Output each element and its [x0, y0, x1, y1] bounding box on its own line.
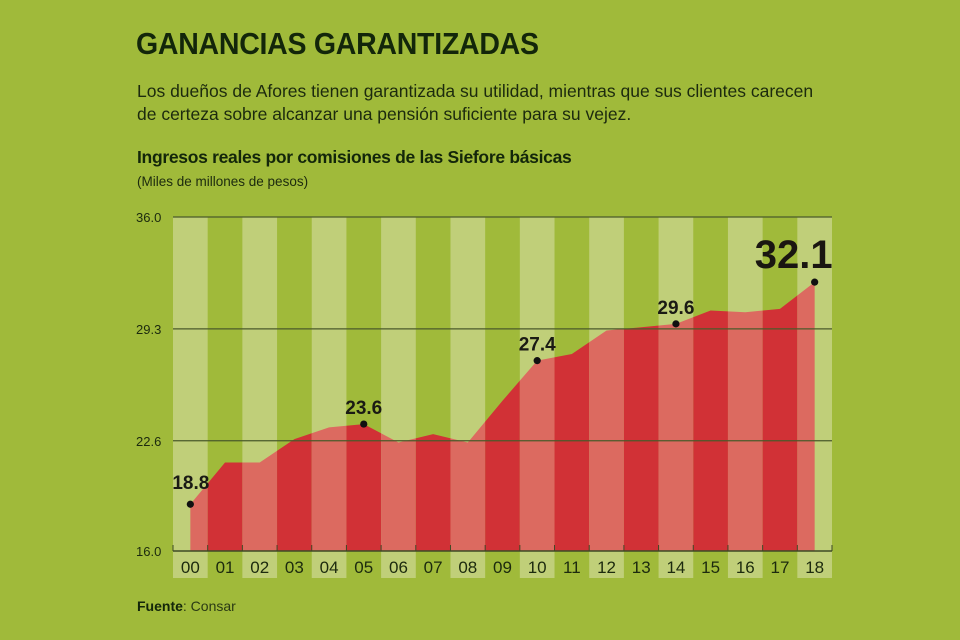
data-point-marker	[811, 278, 819, 286]
page-title: GANANCIAS GARANTIZADAS	[136, 26, 539, 61]
area-segment	[762, 282, 798, 551]
x-tick-label: 01	[216, 558, 235, 577]
x-tick-label: 05	[354, 558, 373, 577]
area-segment	[554, 282, 590, 551]
data-point-marker	[672, 320, 680, 328]
y-tick-label: 36.0	[136, 210, 161, 225]
y-tick-label: 29.3	[136, 322, 161, 337]
area-segment	[727, 282, 763, 551]
x-tick-label: 04	[320, 558, 339, 577]
area-segment	[797, 282, 815, 551]
x-tick-label: 00	[181, 558, 200, 577]
area-segment	[623, 282, 659, 551]
x-tick-label: 13	[632, 558, 651, 577]
x-tick-label: 18	[805, 558, 824, 577]
y-axis-ticks: 16.0 22.6 29.3 36.0	[136, 210, 161, 559]
data-label: 29.6	[657, 298, 694, 319]
chart-title: Ingresos reales por comisiones de las Si…	[137, 147, 572, 167]
gridlines	[172, 216, 833, 552]
data-labels: 18.8 23.6 27.4 29.6 32.1	[172, 233, 833, 508]
x-tick-label: 10	[528, 558, 547, 577]
data-point-marker	[360, 420, 368, 428]
area-segment	[277, 282, 312, 551]
data-label: 18.8	[172, 473, 209, 494]
data-point-marker	[186, 500, 194, 508]
data-label: 23.6	[345, 398, 382, 419]
area-segment	[346, 282, 382, 551]
x-tick-label: 16	[736, 558, 755, 577]
x-tick-label: 02	[250, 558, 269, 577]
area-segment	[485, 282, 520, 551]
x-axis-ticks: 00 01 02 03 04 05 06 07 08 09 10 11 12 13 14 15 16 17 18	[181, 558, 824, 577]
source-label: Fuente	[137, 598, 183, 614]
source-value: : Consar	[182, 598, 236, 614]
y-tick-label: 16.0	[136, 544, 161, 559]
data-point-marker	[533, 357, 541, 365]
page-subtitle: Los dueños de Afores tienen garantizada …	[137, 81, 814, 124]
area-segment	[693, 282, 728, 551]
x-tick-label: 06	[389, 558, 408, 577]
x-tick-label: 07	[424, 558, 443, 577]
data-label: 27.4	[519, 335, 556, 356]
area-segment	[415, 282, 451, 551]
source-note: Fuente: Consar	[137, 598, 236, 614]
data-label-highlight: 32.1	[755, 233, 833, 277]
x-tick-label: 09	[493, 558, 512, 577]
x-tick-label: 15	[701, 558, 720, 577]
y-tick-label: 22.6	[136, 434, 161, 449]
x-tick-label: 08	[458, 558, 477, 577]
x-tick-label: 17	[771, 558, 790, 577]
chart-unit: (Miles de millones de pesos)	[137, 174, 309, 189]
x-tick-label: 12	[597, 558, 616, 577]
area-segment	[207, 282, 243, 551]
x-tick-label: 14	[666, 558, 685, 577]
x-tick-label: 11	[563, 558, 581, 577]
x-tick-label: 03	[285, 558, 304, 577]
